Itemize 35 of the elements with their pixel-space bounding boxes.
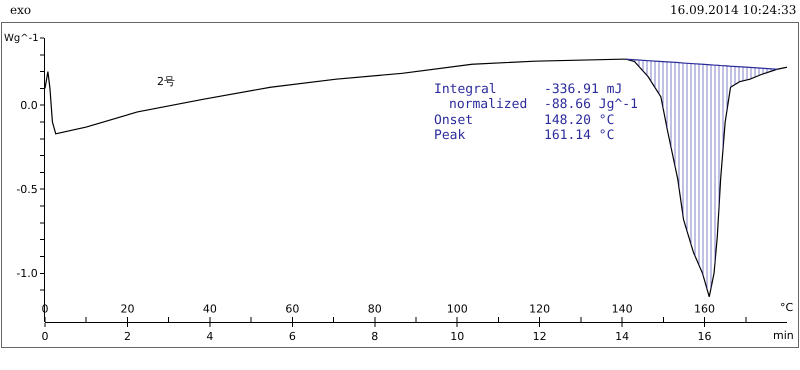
x2-axis-title: min	[773, 329, 794, 342]
x-tick-label: 100	[446, 302, 468, 316]
annotation: 2号	[157, 75, 175, 88]
x2-tick-label: 16	[698, 330, 712, 344]
x2-tick-label: 4	[206, 330, 214, 344]
annotation: -88.66 Jg^-1	[544, 97, 638, 112]
x-tick-label: 80	[368, 302, 382, 316]
x2-tick-label: 12	[532, 330, 547, 344]
y-axis-title: Wg^-1	[4, 33, 39, 44]
x2-tick-label: 10	[450, 330, 464, 344]
annotation: -336.91 mJ	[544, 82, 622, 97]
x2-tick-label: 8	[371, 330, 378, 344]
annotation: 148.20 °C	[544, 113, 614, 128]
annotation: 161.14 °C	[544, 128, 614, 143]
text: 16.09.2014 10:24:33	[670, 3, 796, 17]
x-tick-label: 140	[612, 302, 633, 316]
line-series	[626, 58, 778, 70]
x-tick-label: 40	[202, 302, 217, 316]
annotation: Peak	[434, 128, 466, 143]
x-tick-label: 120	[529, 302, 550, 316]
x-tick-label: 20	[120, 302, 134, 316]
x-tick-label: 160	[694, 302, 716, 316]
y-tick-label: -1.0	[16, 267, 38, 280]
y-tick-label: -0.5	[16, 183, 38, 196]
annotation: Onset	[434, 113, 474, 128]
y-tick-label: 0.0	[20, 99, 38, 112]
x2-tick-label: 14	[615, 330, 630, 344]
x-tick-label: 60	[285, 302, 300, 316]
x-axis-title: °C	[780, 301, 794, 314]
x2-tick-label: 2	[124, 330, 131, 344]
annotation: Integral	[434, 82, 497, 97]
text: exo	[10, 3, 32, 17]
x2-tick-label: 6	[288, 330, 296, 344]
x2-tick-label: 0	[42, 330, 48, 344]
annotation: normalized	[449, 97, 528, 112]
